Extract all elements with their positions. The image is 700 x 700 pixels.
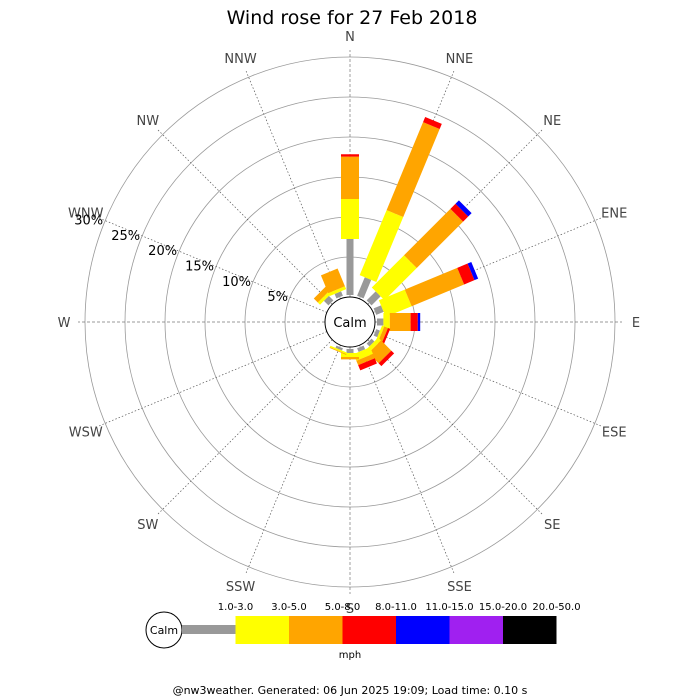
grid-spoke	[98, 217, 328, 313]
bar-nne-0	[357, 277, 372, 299]
legend-swatch-1	[235, 616, 289, 644]
legend-label-4: 11.0-15.0	[425, 602, 473, 613]
legend-calm-label: Calm	[150, 624, 178, 637]
bar-ese-3	[381, 327, 391, 346]
ring-label: 10%	[222, 275, 251, 290]
speed-legend: Calm mph 1.0-3.0 3.0-5.0 5.0-8.0 8.0-11.0 11…	[145, 602, 581, 661]
grid-spoke	[98, 331, 328, 427]
ring-label: 5%	[267, 290, 288, 305]
ring-label: 15%	[185, 260, 214, 275]
bar-sse-1	[353, 347, 373, 361]
calm-label: Calm	[333, 316, 366, 331]
calm-circle: Calm	[324, 296, 376, 348]
compass-label-nne: NNE	[446, 52, 474, 67]
grid-spoke	[157, 339, 333, 515]
grid-spoke	[372, 331, 602, 427]
bar-nw-2	[313, 285, 331, 303]
bar-ne-3	[450, 203, 469, 222]
compass-label-ene: ENE	[601, 207, 627, 222]
grid-spoke	[245, 70, 341, 300]
grid-spoke	[359, 344, 455, 574]
bar-nne-2	[386, 122, 440, 217]
bar-ssw-1	[329, 345, 348, 355]
bar-ese-2	[377, 326, 388, 345]
bar-nw-0	[323, 295, 334, 306]
bar-ene-0	[373, 305, 384, 315]
legend-swatch-4	[396, 616, 450, 644]
compass-label-ssw: SSW	[226, 580, 256, 595]
chart-title: Wind rose for 27 Feb 2018	[227, 7, 478, 29]
bar-nnw-2	[320, 268, 345, 294]
compass-label-e: E	[632, 316, 640, 331]
bar-nw-1	[317, 289, 333, 305]
legend-swatch-3	[342, 616, 396, 644]
bar-ssw-0	[335, 345, 343, 351]
legend-swatch-5	[449, 616, 503, 644]
bar-ene-4	[467, 262, 479, 281]
legend-label-0: 1.0-3.0	[218, 602, 253, 613]
bar-nnw-1	[328, 286, 347, 297]
grid-spoke	[157, 129, 333, 305]
bar-ese-0	[373, 329, 380, 338]
grid-spoke	[367, 339, 543, 515]
legend-label-3: 8.0-11.0	[375, 602, 417, 613]
bar-nne-1	[359, 210, 404, 283]
compass-label-nw: NW	[136, 114, 159, 129]
bar-nne-3	[423, 116, 442, 130]
compass-label-s: S	[346, 602, 354, 617]
polar-grid	[78, 50, 622, 594]
bar-se-1	[365, 337, 382, 354]
bar-ene-2	[404, 267, 465, 307]
wind-bars	[313, 116, 479, 371]
bar-nnw-0	[334, 291, 343, 299]
ring-label: 30%	[74, 214, 103, 229]
bar-se-3	[378, 350, 395, 367]
compass-label-wnw: WNW	[68, 207, 104, 222]
compass-label-sw: SW	[137, 518, 158, 533]
bar-se-0	[366, 338, 375, 347]
compass-label-n: N	[345, 30, 355, 45]
bar-sse-3	[358, 358, 377, 371]
legend-label-2: 5.0-8.0	[325, 602, 360, 613]
bar-ne-0	[366, 291, 381, 306]
compass-label-ese: ESE	[602, 425, 627, 440]
compass-label-sse: SSE	[447, 580, 472, 595]
compass-labels: N NNE NE ENE E ESE SE SSE S SSW SW WSW W WNW NW NNW	[58, 30, 641, 617]
bar-se-2	[368, 340, 392, 364]
legend-swatch-0	[182, 625, 236, 634]
compass-label-w: W	[58, 316, 71, 331]
grid-spoke	[245, 344, 341, 574]
legend-label-5: 15.0-20.0	[479, 602, 527, 613]
compass-label-se: SE	[544, 518, 560, 533]
legend-swatch-6	[503, 616, 557, 644]
bar-sse-2	[356, 353, 375, 366]
legend-label-6: 20.0-50.0	[532, 602, 580, 613]
bar-ne-2	[404, 208, 464, 268]
compass-label-wsw: WSW	[69, 425, 103, 440]
compass-label-nnw: NNW	[224, 52, 256, 67]
bar-ne-1	[371, 255, 417, 301]
bar-ene-1	[378, 289, 412, 317]
bar-sse-0	[357, 345, 366, 352]
ring-labels: 5% 10% 15% 20% 25% 30%	[74, 214, 288, 306]
ring-label: 25%	[111, 229, 140, 244]
bar-ese-1	[375, 325, 385, 344]
legend-unit: mph	[339, 650, 361, 661]
bar-ne-4	[455, 200, 472, 217]
legend-swatch-2	[289, 616, 343, 644]
grid-spoke	[372, 217, 602, 313]
ring-label: 20%	[148, 244, 177, 259]
bar-ene-3	[457, 263, 475, 285]
footer-text: @nw3weather. Generated: 06 Jun 2025 19:0…	[173, 684, 528, 697]
compass-label-ne: NE	[543, 114, 561, 129]
legend-label-1: 3.0-5.0	[271, 602, 306, 613]
